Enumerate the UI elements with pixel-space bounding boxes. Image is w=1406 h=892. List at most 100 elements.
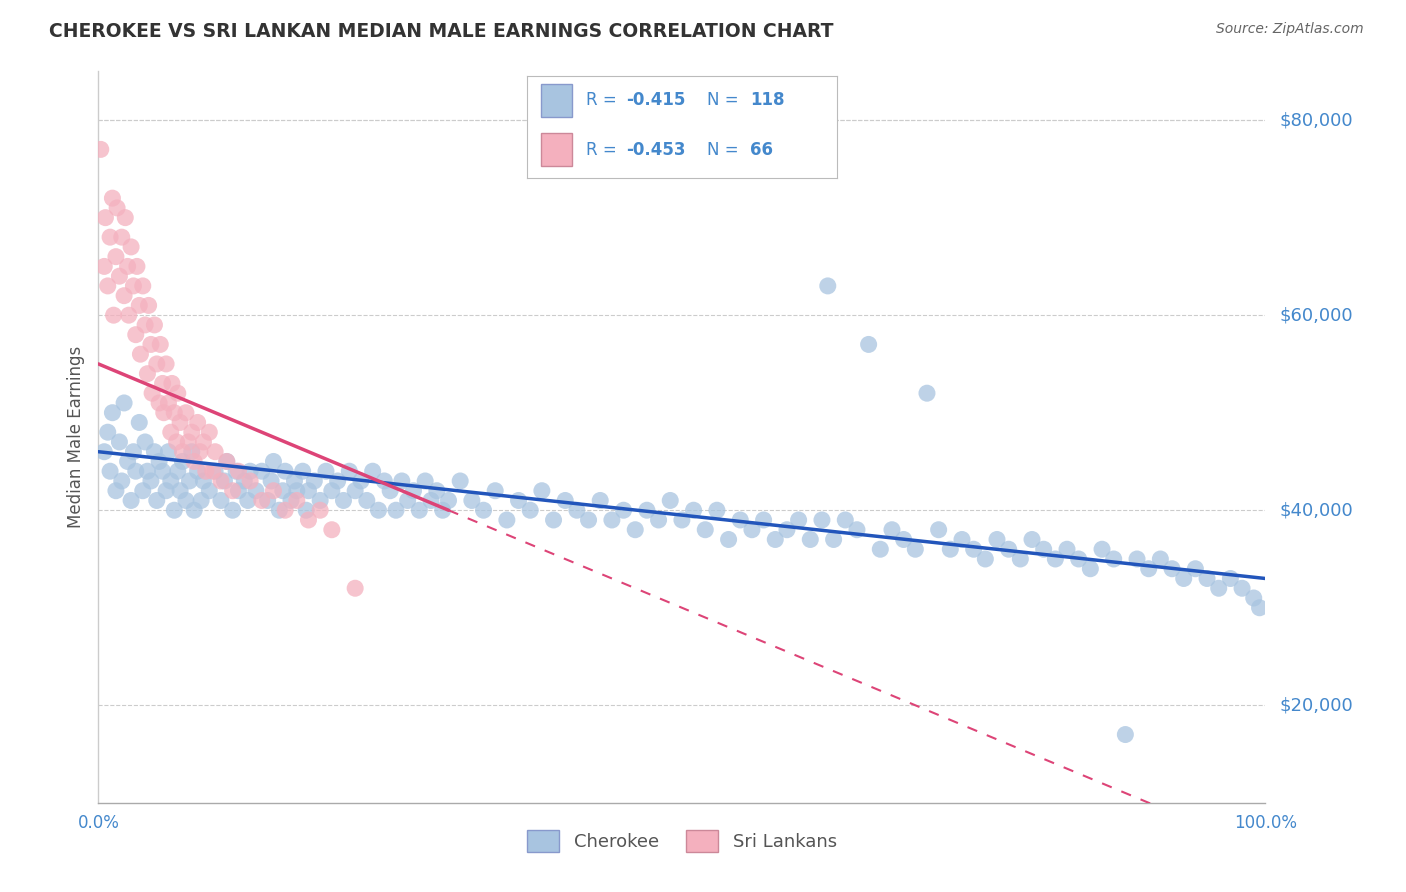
Point [155, 483, 177, 498]
Point [326, 474, 349, 488]
Point [695, 523, 717, 537]
Point [204, 444, 226, 458]
Point [125, 464, 148, 478]
Point [396, 493, 419, 508]
Point [285, 483, 308, 498]
Point [183, 454, 205, 468]
Point [997, 542, 1019, 557]
Point [939, 542, 962, 557]
Text: $20,000: $20,000 [1279, 697, 1353, 714]
Point [215, 454, 238, 468]
Point [565, 503, 588, 517]
Point [239, 474, 262, 488]
Point [90, 142, 112, 156]
Point [613, 503, 636, 517]
Point [274, 503, 297, 517]
Point [250, 464, 273, 478]
Point [337, 464, 360, 478]
Point [600, 513, 623, 527]
Point [1080, 562, 1102, 576]
Point [787, 513, 810, 527]
Point [169, 483, 191, 498]
Text: 118: 118 [749, 91, 785, 109]
Point [152, 406, 174, 420]
Point [169, 416, 191, 430]
Point [101, 406, 124, 420]
Point [193, 474, 215, 488]
Point [817, 279, 839, 293]
Point [125, 260, 148, 274]
Point [811, 513, 834, 527]
Point [250, 493, 273, 508]
Point [472, 503, 495, 517]
Point [239, 464, 262, 478]
Point [225, 464, 247, 478]
Point [108, 434, 131, 449]
Point [1137, 562, 1160, 576]
Point [717, 533, 740, 547]
Point [157, 396, 180, 410]
Point [484, 483, 506, 498]
Point [228, 483, 250, 498]
Point [962, 542, 984, 557]
Point [187, 464, 209, 478]
Point [132, 279, 155, 293]
Point [682, 503, 704, 517]
Point [449, 474, 471, 488]
Point [256, 493, 278, 508]
Point [1208, 581, 1230, 595]
Point [143, 444, 166, 458]
Point [204, 464, 226, 478]
Point [201, 464, 224, 478]
Point [321, 483, 343, 498]
Point [180, 444, 202, 458]
Point [157, 444, 180, 458]
Point [262, 483, 284, 498]
Point [823, 533, 845, 547]
Text: $60,000: $60,000 [1279, 306, 1353, 324]
Text: N =: N = [707, 141, 744, 159]
Point [315, 464, 337, 478]
Point [402, 483, 425, 498]
Y-axis label: Median Male Earnings: Median Male Earnings [66, 346, 84, 528]
Point [332, 493, 354, 508]
Point [659, 493, 682, 508]
Point [915, 386, 938, 401]
Point [188, 444, 211, 458]
Point [136, 464, 159, 478]
Point [159, 474, 181, 488]
Point [155, 357, 177, 371]
Text: CHEROKEE VS SRI LANKAN MEDIAN MALE EARNINGS CORRELATION CHART: CHEROKEE VS SRI LANKAN MEDIAN MALE EARNI… [49, 22, 834, 41]
Point [361, 464, 384, 478]
Text: $80,000: $80,000 [1279, 112, 1353, 129]
Point [143, 318, 166, 332]
Point [1045, 552, 1067, 566]
Point [149, 337, 172, 351]
Point [280, 493, 302, 508]
Point [111, 474, 134, 488]
Point [141, 386, 163, 401]
Point [763, 533, 786, 547]
Point [1219, 572, 1241, 586]
Point [1195, 572, 1218, 586]
Point [146, 493, 169, 508]
Point [950, 533, 973, 547]
Point [1114, 727, 1136, 741]
Legend: Cherokee, Sri Lankans: Cherokee, Sri Lankans [520, 823, 844, 860]
Point [174, 406, 197, 420]
Point [413, 474, 436, 488]
Point [98, 230, 121, 244]
Point [834, 513, 856, 527]
Point [117, 454, 139, 468]
Point [198, 425, 221, 440]
Point [177, 434, 200, 449]
Point [437, 493, 460, 508]
Point [98, 464, 121, 478]
Point [1173, 572, 1195, 586]
Point [869, 542, 891, 557]
Point [194, 464, 217, 478]
Point [245, 483, 267, 498]
Point [530, 483, 553, 498]
Point [103, 308, 125, 322]
Point [97, 279, 120, 293]
